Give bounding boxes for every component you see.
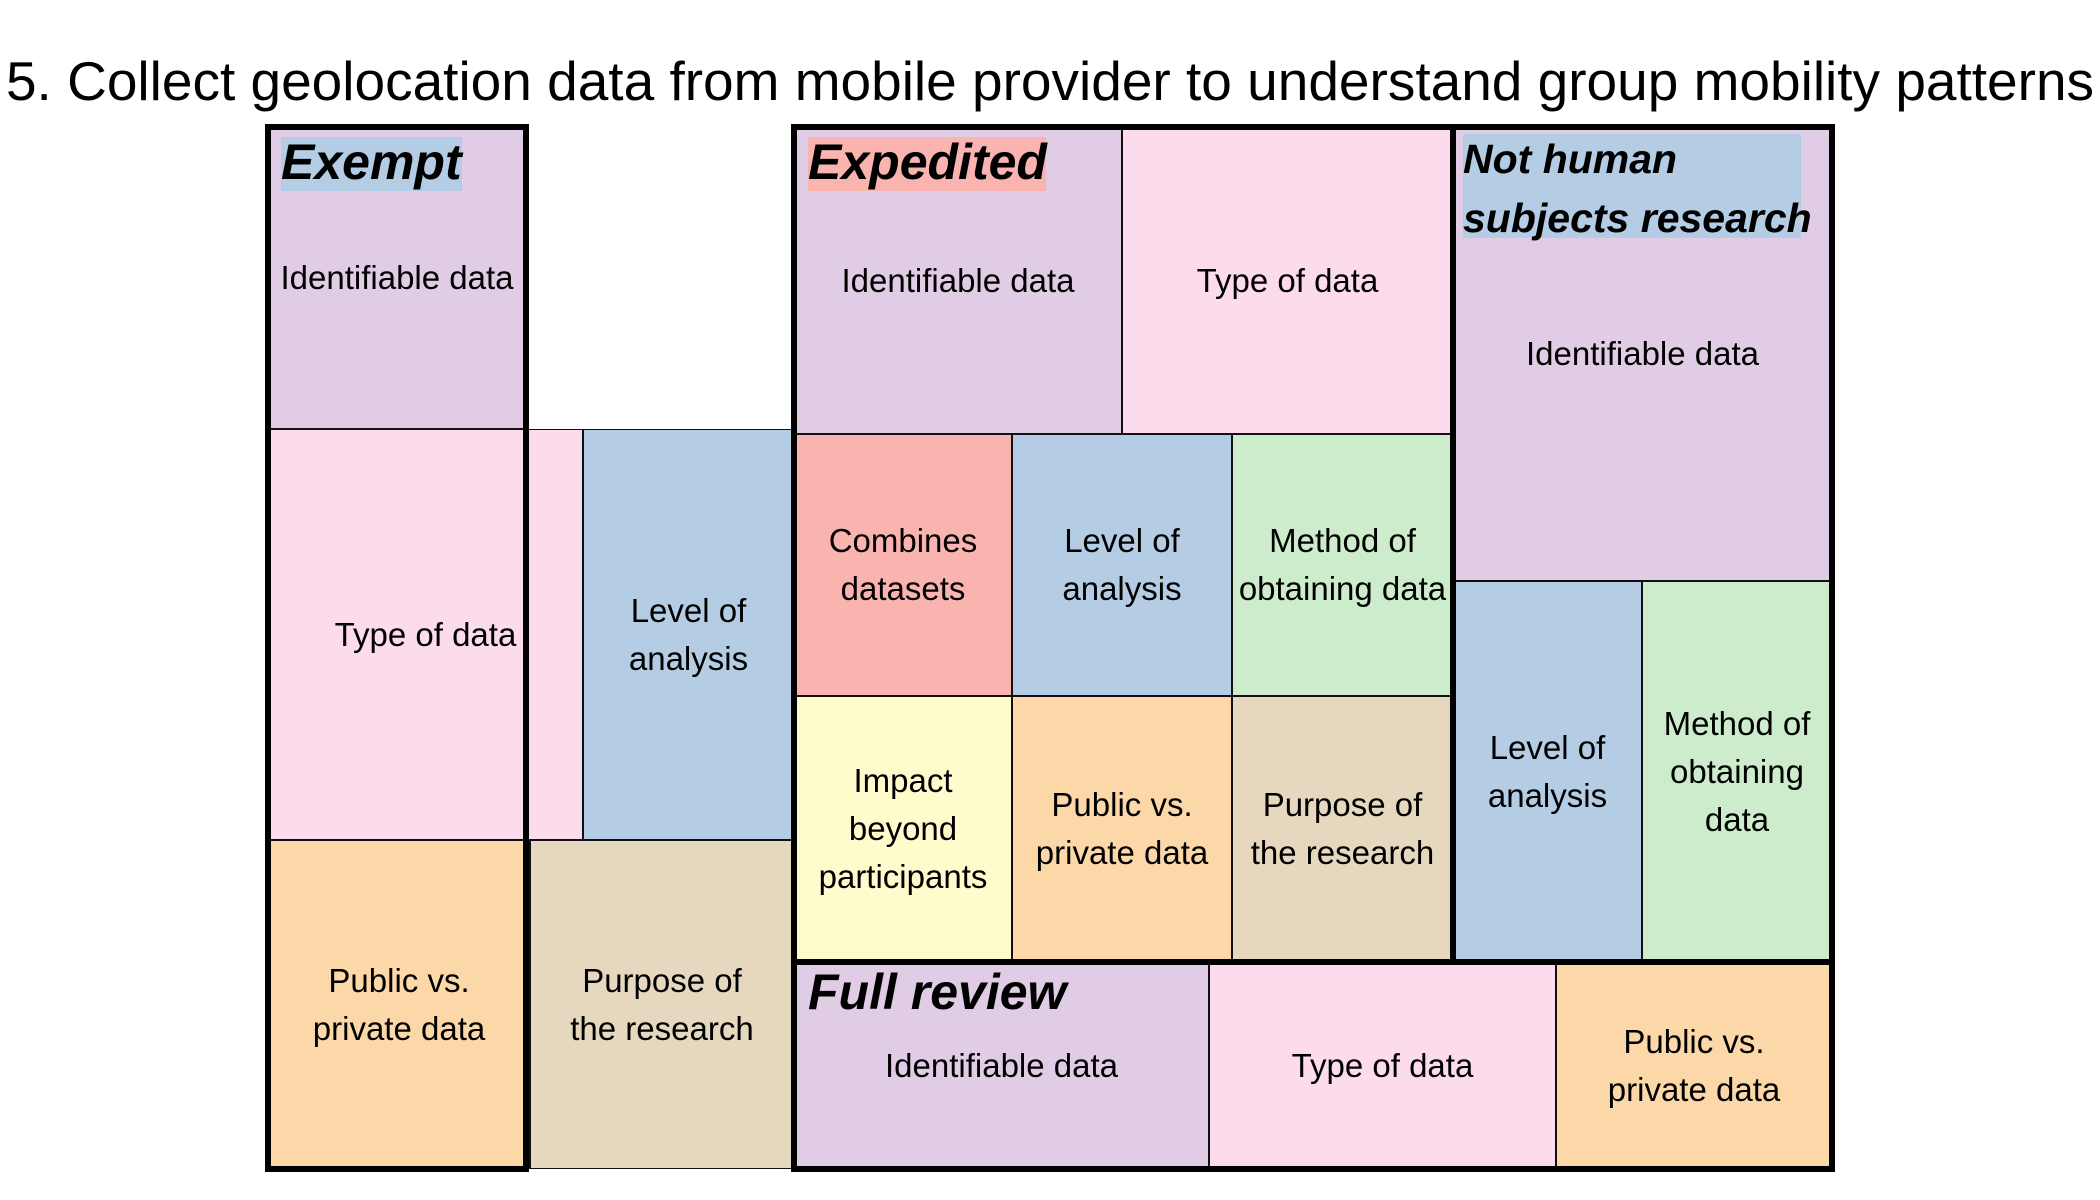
tile-type: Type of data bbox=[268, 429, 583, 840]
group-heading: Full review bbox=[808, 964, 1067, 1020]
group-heading: Exempt bbox=[281, 134, 462, 190]
tile-identifiable: Identifiable data bbox=[794, 962, 1209, 1169]
tile-label: Type of data bbox=[1291, 1046, 1474, 1084]
tile-public: Public vs. private data bbox=[1012, 696, 1232, 962]
tile-label: Level of analysis bbox=[1487, 728, 1608, 814]
tile-level: Level of analysis bbox=[1453, 581, 1642, 962]
tile-label: Level of analysis bbox=[1062, 522, 1182, 607]
tile-type: Type of data bbox=[1209, 962, 1556, 1169]
tile-public: Public vs. private data bbox=[1556, 962, 1832, 1169]
tile-level: Level of analysis bbox=[1012, 434, 1232, 696]
tile-label: Method of obtaining data bbox=[1238, 522, 1447, 607]
tile-level: Level of analysis bbox=[583, 429, 794, 840]
group-heading-highlight bbox=[808, 137, 1046, 191]
tile-purpose: Purpose of the research bbox=[530, 840, 794, 1169]
tile-label: Type of data bbox=[1196, 261, 1379, 299]
tile-label: Purpose of the research bbox=[1250, 786, 1435, 871]
tile-purpose: Purpose of the research bbox=[1232, 696, 1453, 962]
tile-method: Method of obtaining data bbox=[1232, 434, 1453, 696]
tile-label: Identifiable data bbox=[841, 261, 1075, 299]
tile-label: Identifiable data bbox=[1525, 335, 1759, 372]
tile-label: Impact beyond participants bbox=[818, 762, 988, 895]
tile-label: Type of data bbox=[334, 615, 517, 653]
group-heading: Not human subjects research bbox=[1463, 136, 1812, 241]
diagram-title: 5. Collect geolocation data from mobile … bbox=[5, 50, 2095, 112]
tile-label: Level of analysis bbox=[628, 591, 749, 677]
tile-label: Public vs. private data bbox=[1035, 786, 1209, 871]
group-heading-highlight bbox=[1463, 134, 1801, 238]
tile-public: Public vs. private data bbox=[268, 840, 530, 1169]
tile-label: Public vs. private data bbox=[1607, 1022, 1781, 1108]
tile-label: Identifiable data bbox=[884, 1046, 1118, 1084]
tile-label: Public vs. private data bbox=[312, 961, 486, 1047]
tile-impact: Impact beyond participants bbox=[794, 696, 1012, 962]
tile-type: Type of data bbox=[1122, 127, 1453, 434]
tile-label: Identifiable data bbox=[280, 259, 514, 296]
tile-label: Combines datasets bbox=[828, 522, 978, 607]
tile-label: Method of obtaining data bbox=[1663, 704, 1811, 838]
tile-label: Purpose of the research bbox=[570, 961, 754, 1047]
group-heading-highlight bbox=[281, 137, 462, 191]
tile-method: Method of obtaining data bbox=[1642, 581, 1832, 962]
tile-combines: Combines datasets bbox=[794, 434, 1012, 696]
group-heading: Expedited bbox=[808, 134, 1047, 190]
